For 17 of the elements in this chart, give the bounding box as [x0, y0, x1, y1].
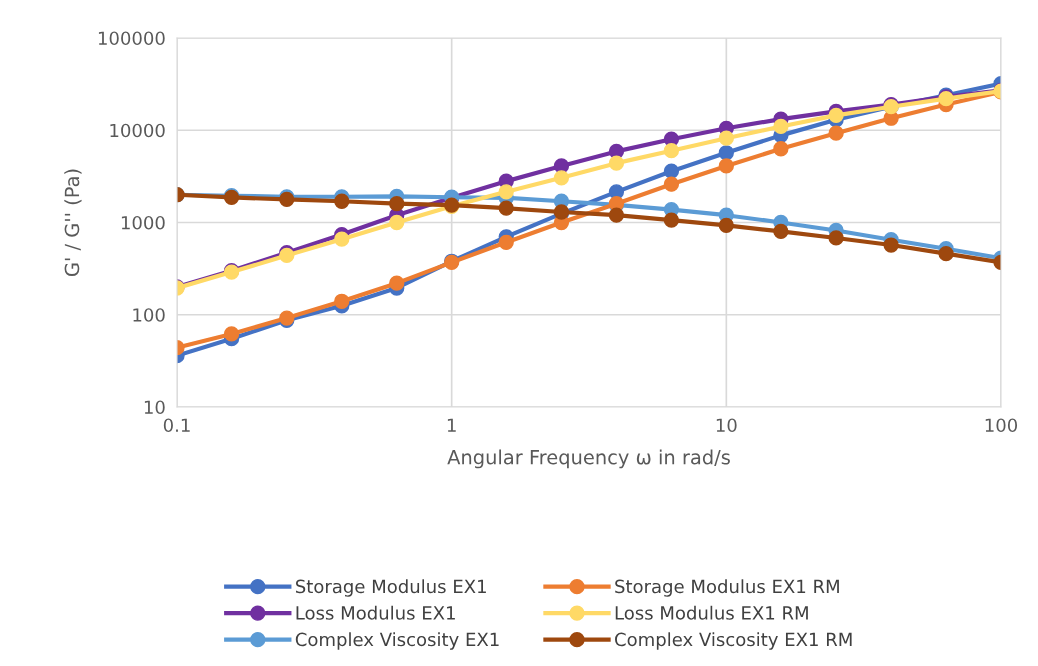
x-axis-title: Angular Frequency ω in rad/s: [447, 449, 730, 469]
x-tick-label: 100: [985, 418, 1018, 433]
legend-label: Complex Viscosity EX1 RM: [615, 632, 852, 650]
y-tick-label: 100: [133, 308, 165, 322]
x-tick-label: 1: [447, 418, 456, 432]
x-tick-label: 10: [716, 418, 737, 433]
legend-label: Complex Viscosity EX1: [295, 632, 499, 650]
y-tick-label: 1000: [121, 215, 165, 230]
x-tick-label: 0.1: [163, 418, 190, 433]
y-axis-title: G' / G'' (Pa): [64, 169, 82, 277]
y-tick-label: 10000: [110, 123, 165, 138]
legend-label: Storage Modulus EX1 RM: [615, 579, 839, 597]
y-tick-label: 10: [144, 400, 165, 415]
legend-label: Storage Modulus EX1: [295, 579, 486, 597]
legend-label: Loss Modulus EX1 RM: [615, 605, 808, 620]
legend-label: Loss Modulus EX1: [296, 605, 455, 620]
y-tick-label: 100000: [98, 31, 165, 46]
